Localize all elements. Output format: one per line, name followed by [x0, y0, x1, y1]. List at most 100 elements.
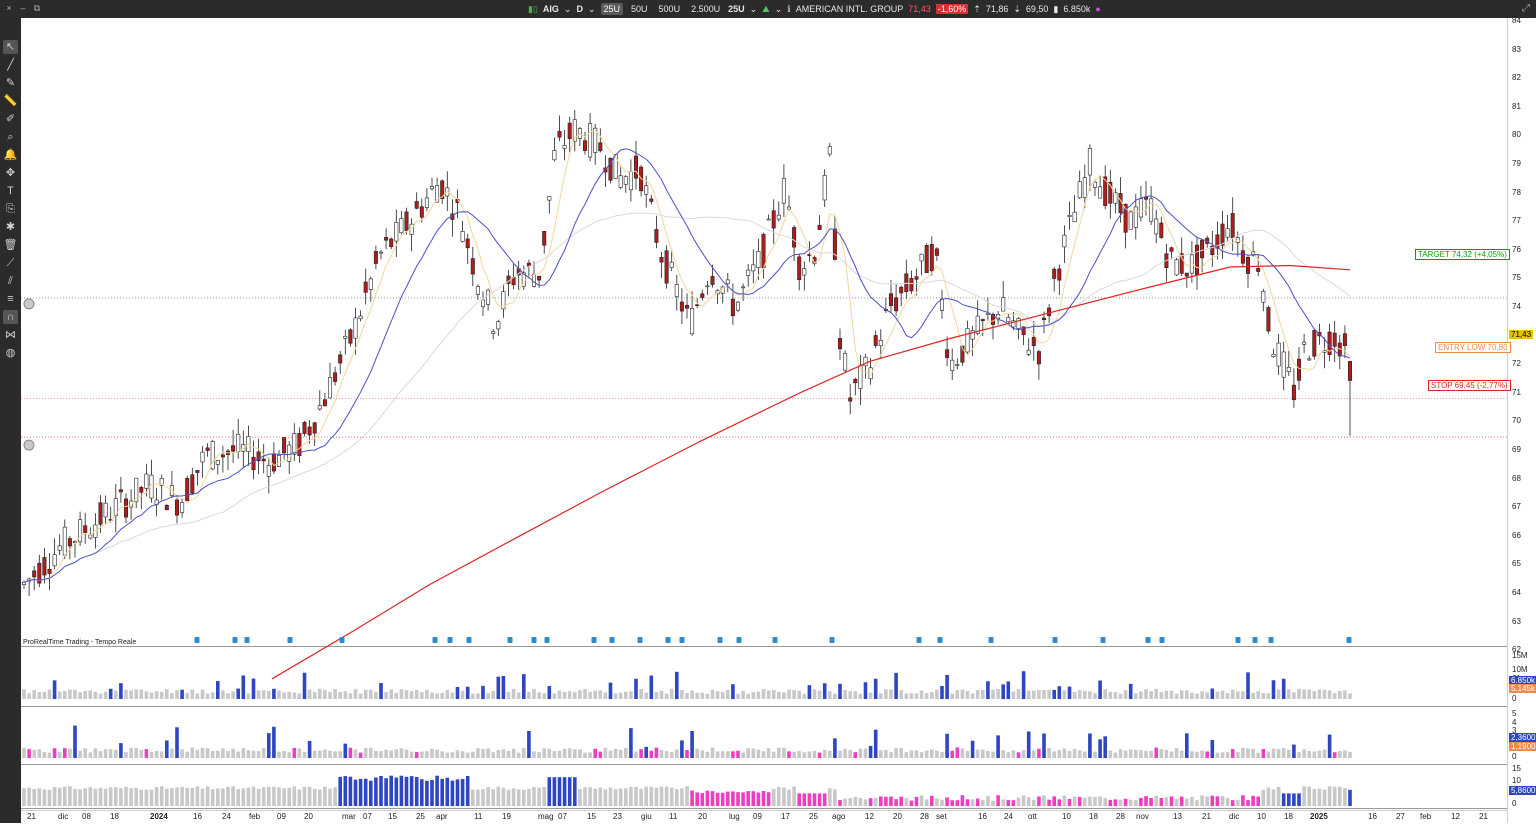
ind2-bar — [1307, 751, 1311, 758]
ind3-bar — [394, 777, 399, 806]
ind3-bar — [195, 786, 200, 806]
minimize-icon[interactable]: – — [20, 3, 26, 13]
chevron-down-icon[interactable]: ⌄ — [563, 3, 572, 14]
units-dropdown[interactable]: 25U — [728, 4, 745, 14]
ind3-bar — [1154, 795, 1158, 806]
ind3-bar — [1251, 795, 1255, 806]
chart-style-icon[interactable]: ▮▯ — [528, 3, 538, 14]
volume-bar — [1179, 690, 1184, 699]
move-icon[interactable]: ✥ — [5, 167, 16, 179]
panel-separator — [21, 764, 1507, 765]
ind2-bar — [1011, 750, 1016, 758]
expand-icon[interactable]: ⤢ — [1522, 3, 1530, 14]
ind2-bar — [1338, 751, 1342, 758]
volume-bar — [338, 692, 342, 699]
trash-icon[interactable]: 🗑 — [3, 239, 18, 251]
volume-bar — [47, 689, 52, 699]
candle-body — [292, 433, 297, 455]
units-button-500[interactable]: 500U — [658, 4, 681, 14]
ruler-icon[interactable]: 📏 — [3, 95, 18, 107]
date-tick: 28 — [1116, 812, 1125, 821]
ind2-bar — [639, 749, 643, 758]
chevron-down-icon[interactable]: ⌄ — [587, 3, 596, 14]
ind2-bar — [88, 752, 93, 758]
candle-body — [1297, 358, 1302, 381]
units-button-50[interactable]: 50U — [631, 4, 648, 14]
volume-bar — [241, 675, 246, 699]
ind3-bar — [639, 788, 643, 806]
price-axis[interactable]: 8483828180797877767574737271706968676665… — [1507, 16, 1536, 823]
volume-bar — [1297, 688, 1301, 699]
ind2-bar — [1169, 751, 1174, 758]
copy-icon[interactable]: ⎘ — [6, 203, 15, 215]
record-icon[interactable]: ● — [1095, 4, 1101, 14]
stop-label[interactable]: STOP 69,45 (-2,77%) — [1428, 380, 1511, 391]
close-icon[interactable]: × — [6, 3, 12, 13]
candle-body — [1291, 384, 1296, 401]
ind2-bar — [1042, 733, 1046, 758]
text-icon[interactable]: T — [7, 185, 14, 197]
settings-icon[interactable]: ✱ — [5, 221, 16, 233]
color-wheel-icon[interactable]: ◍ — [5, 347, 16, 359]
ind3-bar — [1001, 799, 1005, 806]
volume-bar — [858, 693, 863, 699]
ind2-bar — [73, 725, 77, 758]
ind2-bar — [282, 750, 286, 758]
ind2-bar — [241, 748, 246, 758]
period-selector[interactable]: D — [576, 4, 583, 14]
fibonacci-icon[interactable]: ≡ — [7, 293, 14, 305]
units-button-2500[interactable]: 2.500U — [691, 4, 721, 14]
pencil-icon[interactable]: ✎ — [5, 77, 16, 89]
chart-type-icon[interactable]: ⛰ — [762, 3, 770, 14]
chevron-down-icon[interactable]: ⌄ — [749, 3, 758, 14]
network-icon[interactable]: ⋈ — [5, 329, 16, 341]
zoom-icon[interactable]: ⌕ — [7, 131, 14, 143]
ind3-bar — [404, 776, 409, 806]
ind2-bar — [894, 748, 898, 758]
candle-body — [32, 570, 37, 578]
units-button-25[interactable]: 25U — [600, 3, 624, 15]
ind2-bar — [1327, 734, 1332, 758]
cursor-icon[interactable]: ↖ — [3, 40, 18, 54]
channel-icon[interactable]: ⫽ — [8, 275, 13, 287]
ind2-bar — [1256, 752, 1260, 758]
entry-label[interactable]: ENTRY LOW 70,80 — [1435, 342, 1511, 353]
candle-body — [848, 397, 853, 402]
ind3-bar — [129, 788, 133, 806]
price-tick: 63 — [1512, 616, 1521, 626]
info-icon[interactable]: ℹ — [787, 3, 791, 14]
date-axis[interactable]: 21 dic 08 18 2024 16 24 feb 09 20 mar 07 15 25 apr 11 19… — [21, 810, 1507, 824]
volume-bar — [511, 688, 516, 699]
ind3-bar — [965, 799, 970, 806]
ind2-bar — [695, 748, 699, 758]
magnet-icon[interactable]: ∩ — [3, 310, 18, 324]
symbol-selector[interactable]: AIG — [542, 4, 559, 14]
volume-bar — [613, 693, 618, 699]
ind2-bar — [1287, 749, 1291, 758]
line-icon[interactable]: ╱ — [7, 59, 14, 71]
volume-bar — [1230, 689, 1235, 699]
ind3-bar — [1266, 787, 1271, 806]
candle-body — [353, 317, 358, 339]
target-label[interactable]: TARGET 74,32 (+4,05%) — [1415, 249, 1510, 260]
candle-body — [863, 356, 868, 367]
alert-icon[interactable]: 🔔 — [3, 149, 18, 161]
detach-icon[interactable]: ⧉ — [33, 3, 41, 13]
date-tick: set — [936, 812, 947, 821]
ind2-bar — [909, 750, 914, 758]
volume-bar — [328, 691, 332, 699]
chevron-down-icon[interactable]: ⌄ — [774, 3, 783, 14]
volume-bar — [879, 693, 883, 699]
ind2-bar — [608, 750, 613, 758]
ind3-bar — [200, 788, 205, 806]
volume-bar — [1348, 693, 1352, 699]
volume-bar — [822, 683, 827, 699]
ind2-bar — [1348, 751, 1352, 758]
text-edit-icon[interactable]: ✐ — [5, 113, 16, 125]
ind2-bar — [27, 749, 31, 758]
volume-bar — [1332, 693, 1337, 699]
volume-bar — [624, 691, 628, 699]
trend-icon[interactable]: ⟋ — [6, 257, 15, 269]
ind2-bar — [573, 749, 577, 758]
